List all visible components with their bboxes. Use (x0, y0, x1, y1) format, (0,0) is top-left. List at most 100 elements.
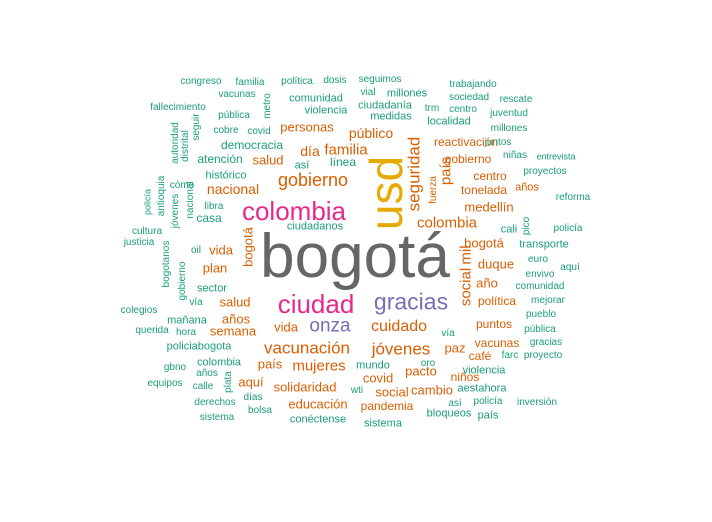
word: cultura (132, 227, 162, 237)
word: vacunación (264, 340, 350, 357)
word: pico (522, 217, 532, 235)
word: colombia (417, 216, 477, 231)
word: plata (224, 371, 234, 393)
word: comunidad (289, 94, 343, 105)
word: mañana (167, 316, 207, 327)
word: wti (351, 386, 363, 396)
word: antioquia (157, 176, 167, 217)
word: público (349, 126, 393, 140)
word: años (196, 369, 218, 379)
word: pública (524, 325, 556, 335)
word: así (295, 161, 310, 172)
word: policiabogota (167, 342, 232, 353)
word: covid (363, 372, 393, 385)
word: pública (218, 111, 250, 121)
word: política (281, 77, 313, 87)
word: política (478, 295, 516, 307)
word: mundo (356, 361, 390, 372)
word: seguridad (406, 137, 423, 212)
word: fallecimiento (150, 103, 206, 113)
word: oil (191, 246, 201, 256)
word: covid (247, 127, 270, 137)
word: nacional (207, 182, 259, 196)
word: millones (491, 124, 528, 134)
word: dosis (323, 76, 346, 86)
word: niñas (503, 151, 527, 161)
word: día (300, 144, 319, 158)
word: conéctense (290, 415, 346, 426)
word: distrital (181, 130, 191, 162)
word: trm (425, 104, 439, 114)
word: usd (363, 156, 409, 230)
word: vacunas (218, 90, 255, 100)
word: jóvenes (171, 194, 181, 228)
word: cambio (411, 384, 453, 397)
word: paz (445, 342, 466, 355)
word: querida (135, 326, 168, 336)
word: vida (274, 321, 298, 334)
word: rescate (500, 95, 533, 105)
word: vida (209, 244, 233, 257)
word: vacunas (475, 337, 520, 349)
word: policía (474, 397, 503, 407)
word: mejorar (531, 296, 565, 306)
word: violencia (305, 106, 348, 117)
word: familia (236, 78, 265, 88)
word: fuerza (429, 176, 439, 204)
word: sociedad (449, 93, 489, 103)
word: café (469, 350, 492, 362)
word: entrevista (536, 153, 575, 162)
word: policía (144, 189, 153, 215)
word: vía (189, 298, 202, 308)
word: bogotanos (162, 241, 172, 288)
word: medellín (464, 201, 513, 214)
word: puntos (476, 318, 512, 330)
word: calle (193, 382, 214, 392)
word: millones (387, 89, 427, 100)
word: vía (441, 329, 454, 339)
word: social (375, 386, 408, 399)
word: inversión (517, 398, 557, 408)
word: colegios (121, 306, 158, 316)
word: envivo (526, 270, 555, 280)
word: tonelada (461, 184, 507, 196)
word: sector (197, 284, 227, 295)
word: nacional (186, 181, 196, 218)
word: bloqueos (427, 409, 472, 420)
word: salud (252, 154, 283, 167)
word: personas (280, 121, 333, 134)
word: pandemia (361, 400, 414, 412)
word: pueblo (526, 310, 556, 320)
word: colombia (197, 358, 241, 369)
word: congreso (180, 77, 221, 87)
word: aquí (238, 376, 263, 389)
word: derechos (194, 398, 235, 408)
word: hora (176, 328, 196, 338)
word: social (459, 268, 474, 306)
word: país (258, 358, 283, 371)
word: gracias (374, 291, 448, 314)
word: duque (478, 258, 514, 271)
word: gobierno (278, 171, 348, 189)
word: bogotá (242, 227, 255, 267)
word: jóvenes (372, 341, 431, 358)
word: educación (288, 398, 347, 411)
word: gracias (530, 338, 562, 348)
word: oro (421, 359, 435, 369)
word: proyectos (523, 167, 566, 177)
word: violencia (463, 366, 506, 377)
word: cuidado (371, 319, 427, 335)
word: histórico (206, 171, 247, 182)
word: centro (449, 105, 477, 115)
word: juntos (485, 138, 512, 148)
word: días (244, 393, 263, 403)
word: aquí (560, 263, 579, 273)
word: bogotá (260, 226, 450, 288)
word: vial (360, 88, 375, 98)
word: años (515, 183, 539, 194)
word: seguimos (359, 75, 402, 85)
word: policía (554, 224, 583, 234)
word: gbno (164, 363, 186, 373)
word: bolsa (248, 406, 272, 416)
